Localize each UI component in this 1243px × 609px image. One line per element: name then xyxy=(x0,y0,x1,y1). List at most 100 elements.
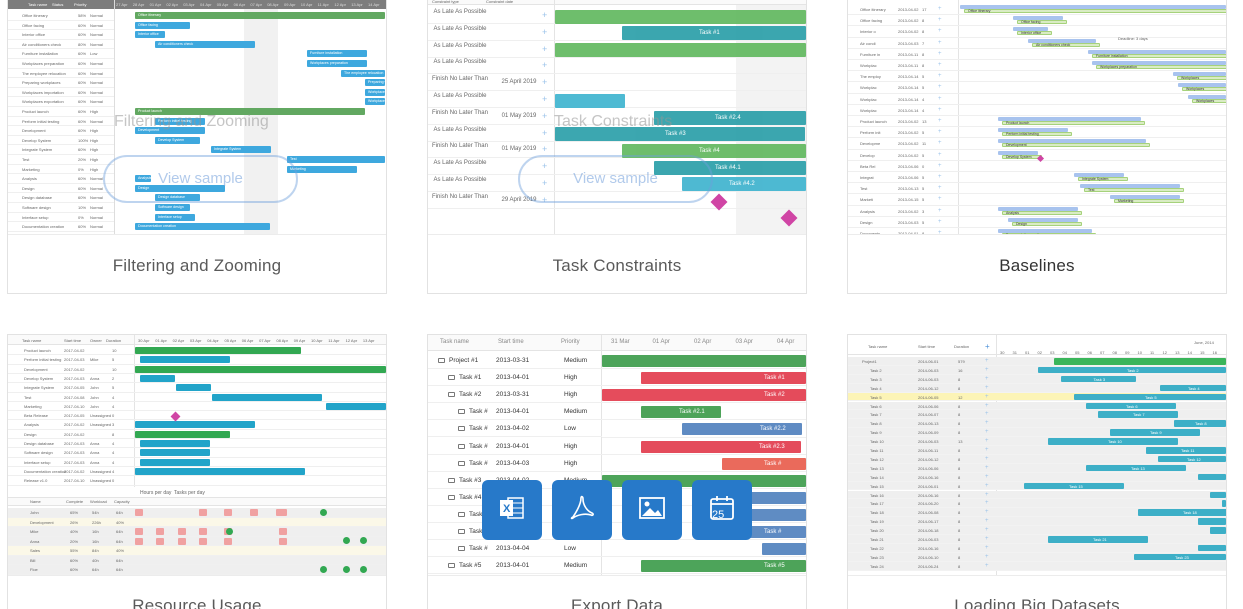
resource-cell xyxy=(224,509,232,516)
bar-label: Documentation creation xyxy=(138,224,176,229)
resource-ok-icon xyxy=(320,566,327,573)
bar-label: Task 2 xyxy=(1127,367,1139,373)
task-name-cell: Office itinerary xyxy=(860,7,886,12)
duration-cell: 4 xyxy=(112,468,115,474)
task-name-cell: Interface setup xyxy=(24,459,51,465)
card-caption[interactable]: Resource Usage xyxy=(132,596,262,609)
task-name-cell: Project #1 xyxy=(449,357,479,364)
duration-cell: 5 xyxy=(922,85,925,91)
card-resource-usage[interactable]: Task name Start time Owner Duration 30 Apr 01… xyxy=(7,334,387,609)
baseline-bar xyxy=(1110,195,1180,200)
calendar-export-button[interactable]: 25 xyxy=(692,480,752,540)
card-caption[interactable]: Export Data xyxy=(571,596,663,609)
day-header: 07 xyxy=(1100,350,1105,355)
day-header: 09 xyxy=(1125,350,1130,355)
gantt-bar xyxy=(326,402,386,410)
grid-row xyxy=(602,436,806,438)
grid-row xyxy=(848,159,1226,161)
pdf-export-button[interactable] xyxy=(552,480,612,540)
thumbnail-baselines[interactable]: Office itinerary 2013-04-02 17 + Office faci… xyxy=(848,0,1226,235)
complete-cell: 60% xyxy=(70,557,79,563)
card-export-data[interactable]: Task name Start time Priority 31 Mar 01 Apr 0… xyxy=(427,334,807,609)
resource-cell xyxy=(199,528,207,535)
duration-cell: 4 xyxy=(112,450,115,456)
card-caption[interactable]: Loading Big Datasets xyxy=(954,596,1120,609)
thumbnail-loading-big-datasets[interactable]: Task name Start time Duration + June, 2014 30… xyxy=(848,335,1226,576)
date-header: 31 Mar xyxy=(611,339,630,345)
view-sample-button[interactable]: View sample xyxy=(518,155,713,203)
start-time-cell: 2014-06-11 xyxy=(918,448,939,453)
resource-name-cell: Sales xyxy=(30,548,41,553)
grid-row xyxy=(848,410,1226,420)
card-loading-big-datasets[interactable]: Task name Start time Duration + June, 2014 30… xyxy=(847,334,1227,609)
add-icon: + xyxy=(938,39,942,46)
thumbnail-filtering-zooming[interactable]: Task name Status Priority 27 Apr 28 Apr 01 Ap… xyxy=(8,0,386,235)
add-icon: + xyxy=(985,429,989,436)
resource-row xyxy=(8,527,386,537)
gantt-bar xyxy=(1198,518,1226,525)
complete-cell: 65% xyxy=(70,510,79,515)
gantt-bar xyxy=(602,355,806,367)
thumbnail-export-data[interactable]: Task name Start time Priority 31 Mar 01 Apr 0… xyxy=(428,335,806,576)
constraint-type-cell: As Late As Possible xyxy=(433,9,487,15)
gantt-bar: Air conditioners check xyxy=(155,40,255,48)
start-time-cell: 2014-06-05 xyxy=(918,394,939,400)
gantt-bar xyxy=(762,543,806,556)
owner-cell: Unassigned xyxy=(90,478,112,484)
view-sample-button[interactable]: View sample xyxy=(103,155,298,203)
table-row: As Late As Possible + xyxy=(428,57,806,75)
status-cell: 80% xyxy=(78,41,87,47)
duration-cell: 8 xyxy=(922,51,925,57)
duration-cell: 8 xyxy=(958,545,961,551)
bar-label: Design xyxy=(1016,221,1027,226)
grid-row xyxy=(848,561,1226,571)
bar-label: Task # xyxy=(764,460,782,467)
resource-name-cell: John xyxy=(30,510,39,515)
bar-label: Task #2.4 xyxy=(715,115,741,121)
gantt-bar: Perform initial testing xyxy=(155,117,205,125)
grid-row xyxy=(848,25,1226,27)
column-header: Task name xyxy=(28,2,48,7)
add-icon: + xyxy=(542,194,548,205)
image-export-button[interactable] xyxy=(622,480,682,540)
add-icon: + xyxy=(938,73,942,80)
gantt-bar xyxy=(140,458,210,466)
card-task-constraints[interactable]: Constraint type Constraint date As Late As… xyxy=(427,0,807,294)
card-caption[interactable]: Task Constraints xyxy=(552,256,682,275)
owner-cell: Anna xyxy=(90,459,100,465)
bar-label: Development xyxy=(1006,143,1027,148)
priority-cell: Medium xyxy=(564,408,588,416)
grid-header xyxy=(8,335,386,345)
priority-cell: High xyxy=(564,459,578,467)
bar-label: Interface setup xyxy=(158,214,182,219)
task-name-cell: Analysis xyxy=(22,176,37,182)
column-header: Name xyxy=(30,499,41,504)
card-caption[interactable]: Filtering and Zooming xyxy=(112,256,282,275)
add-icon: + xyxy=(985,518,989,525)
priority-cell: Medium xyxy=(564,357,588,364)
task-name-cell: Release v1.0 xyxy=(24,478,48,484)
excel-export-button[interactable]: X xyxy=(482,480,542,540)
grid-row xyxy=(8,96,114,98)
task-name-cell: Task 22 xyxy=(870,545,884,551)
month-header: June, 2014 xyxy=(1194,340,1214,345)
date-header: 10 Apr xyxy=(311,338,323,343)
bar-label: Task #5 xyxy=(764,563,785,570)
status-cell: 60% xyxy=(78,99,87,105)
start-time-cell: 2013-04-02 xyxy=(496,425,530,433)
card-baselines[interactable]: Office itinerary 2013-04-02 17 + Office faci… xyxy=(847,0,1227,294)
add-icon: + xyxy=(938,174,942,180)
task-name-cell: Test xyxy=(22,157,30,162)
task-name-cell: Task # xyxy=(469,459,488,467)
duration-cell: 5 xyxy=(112,357,115,363)
grid-row xyxy=(8,419,386,421)
grid-row xyxy=(8,400,386,402)
grid-row xyxy=(8,134,114,136)
card-filtering-zooming[interactable]: Task name Status Priority 27 Apr 28 Apr 01 Ap… xyxy=(7,0,387,294)
bar-label: Design database xyxy=(158,195,185,200)
thumbnail-resource-usage[interactable]: Task name Start time Owner Duration 30 Apr 01… xyxy=(8,335,386,576)
card-caption[interactable]: Baselines xyxy=(999,256,1075,275)
add-icon: + xyxy=(985,562,989,569)
thumbnail-task-constraints[interactable]: Constraint type Constraint date As Late As… xyxy=(428,0,806,235)
baseline-bar xyxy=(998,117,1141,121)
